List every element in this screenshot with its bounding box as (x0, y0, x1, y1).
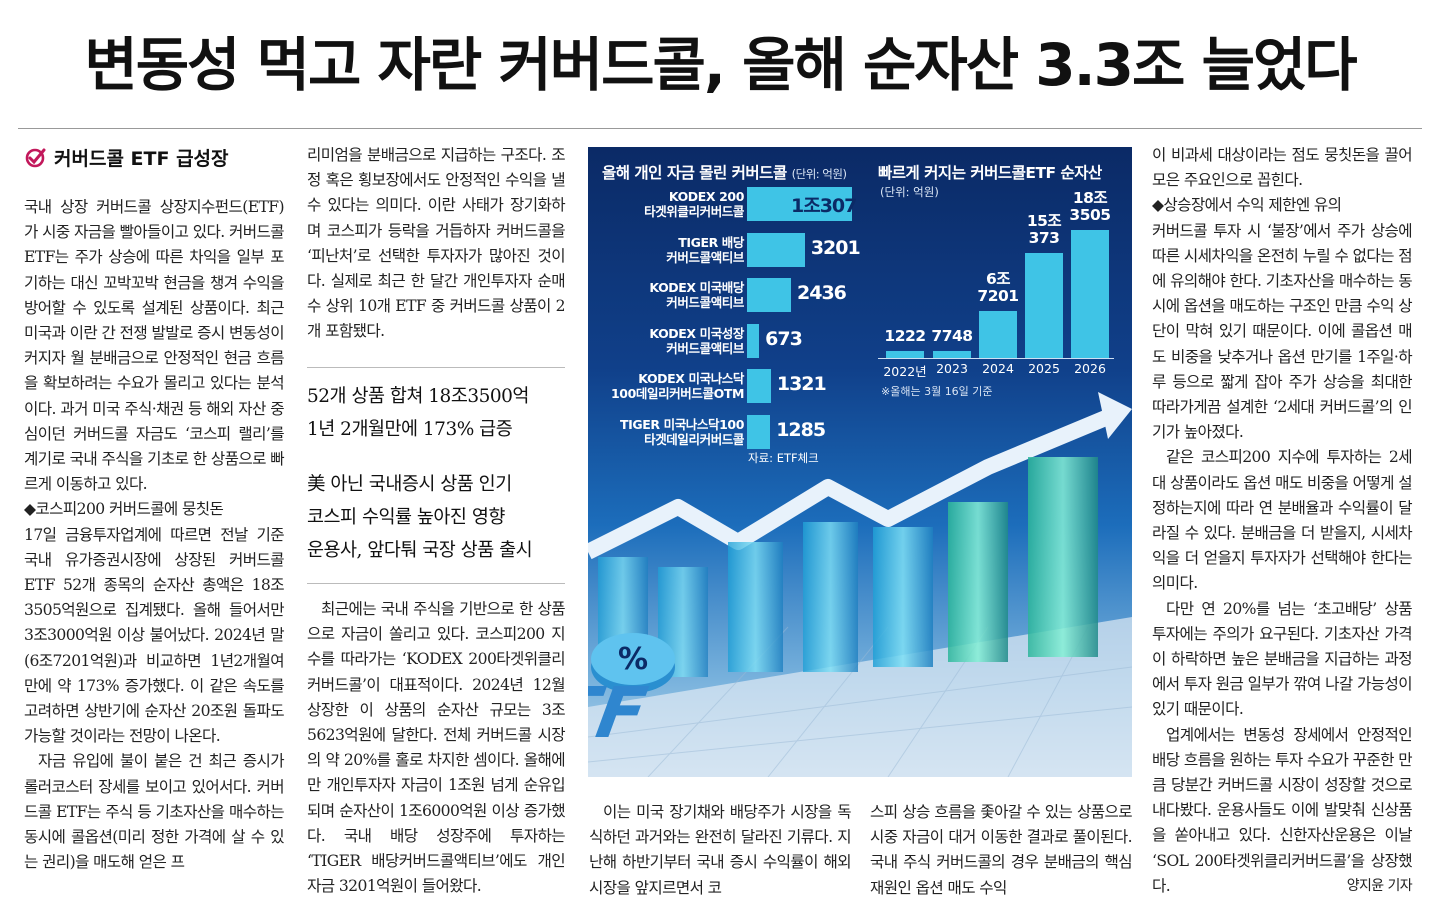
bar-category-label: KODEX 미국성장 커버드콜액티브 (649, 325, 744, 356)
chart-1-unit: (단위: 억원) (791, 167, 847, 181)
chart-2-unit: (단위: 억원) (880, 185, 939, 199)
axis-tick-label: 2026 (1074, 361, 1106, 376)
article-column-2: 리미엄을 분배금으로 지급하는 구조다. 조정 혹은 횡보장에서도 안정적인 수… (307, 143, 566, 345)
article-column-1: 국내 상장 커버드콜 상장지수펀드(ETF)가 시중 자금을 빨아들이고 있다.… (24, 195, 285, 875)
article-column-2-bottom: 최근에는 국내 주식을 기반으로 한 상품으로 자금이 쏠리고 있다. 코스피2… (307, 597, 566, 899)
bar (886, 351, 924, 358)
page-edge-scrollbar[interactable] (1428, 0, 1440, 916)
subheadline-line: 운용사, 앞다퉈 국장 상품 출시 (307, 540, 533, 561)
chart-1-title: 올해 개인 자금 몰린 커버드콜 (단위: 억원) (602, 161, 847, 183)
subheadline-line: 美 아닌 국내증시 상품 인기 (307, 474, 512, 495)
bar-value-label: 673 (765, 327, 803, 350)
bar-value-label: 18조 3505 (1069, 189, 1111, 224)
bar-category-label: KODEX 200 타겟위클리커버드콜 (644, 189, 744, 219)
paragraph-text: 업계에서는 변동성 장세에서 안정적인 배당 흐름을 원하는 투자 수요가 꾸준… (1152, 725, 1413, 895)
chart-2-title: 빠르게 커지는 커버드콜ETF 순자산 (878, 164, 1102, 182)
paragraph: 같은 코스피200 지수에 투자하는 2세대 상품이라도 옵션 매도 비중을 어… (1152, 448, 1413, 593)
paragraph: 리미엄을 분배금으로 지급하는 구조다. 조정 혹은 횡보장에서도 안정적인 수… (307, 146, 566, 341)
axis-tick-label: 2023 (936, 361, 968, 376)
bar-value-label: 1321 (776, 373, 827, 395)
subheadline-2: 美 아닌 국내증시 상품 인기 코스피 수익률 높아진 영향 운용사, 앞다퉈 … (307, 468, 533, 567)
infographic: % ETF 올해 개인 자금 몰린 커버드콜 (단위: 억원) 빠르게 커지는 … (588, 147, 1132, 777)
bar-value-label: 6조 7201 (977, 270, 1019, 306)
bar-category-label: KODEX 미국배당 커버드콜액티브 (649, 280, 744, 310)
subsection-heading: ◆코스피200 커버드콜에 뭉칫돈 (24, 500, 224, 519)
article-column-5: 이 비과세 대상이라는 점도 뭉칫돈을 끌어모은 주요인으로 꼽힌다. ◆상승장… (1152, 143, 1413, 899)
paragraph: 다만 연 20%를 넘는 ‘초고배당’ 상품 투자에는 주의가 요구된다. 기초… (1152, 599, 1413, 719)
subheadline-1: 52개 상품 합쳐 18조3500억 1년 2개월만에 173% 급증 (307, 380, 529, 446)
paragraph: 17일 금융투자업계에 따르면 전날 기준 국내 유가증권시장에 상장된 커버드… (24, 525, 285, 746)
bar (747, 369, 771, 403)
bar-value-label: 1조307 (791, 195, 857, 217)
subhead-divider (307, 583, 565, 584)
top-divider (18, 128, 1422, 129)
chart-2-baseline (878, 358, 1114, 359)
bar (933, 351, 971, 358)
bar (747, 187, 852, 221)
bar-category-label: TIGER 배당 커버드콜액티브 (666, 234, 744, 265)
byline: 양지윤 기자 (1346, 877, 1413, 894)
paragraph: 커버드콜 투자 시 ‘불장’에서 주가 상승에 따른 시세차익을 온전히 누릴 … (1152, 221, 1413, 442)
bar (1025, 253, 1063, 358)
subsection-heading: ◆상승장에서 수익 제한엔 유의 (1152, 196, 1342, 215)
bar (979, 311, 1017, 358)
chart-source: 자료: ETF체크 (748, 451, 819, 465)
subhead-divider (307, 367, 565, 368)
bar-value-label: 1222 (884, 327, 926, 345)
paragraph: 자금 유입에 불이 붙은 건 최근 증시가 롤러코스터 장세를 보이고 있어서다… (24, 752, 285, 872)
bar-category-label: KODEX 미국나스닥 100데일리커버드콜OTM (611, 371, 744, 401)
paragraph: 최근에는 국내 주식을 기반으로 한 상품으로 자금이 쏠리고 있다. 코스피2… (307, 600, 566, 896)
article-column-4: 스피 상승 흐름을 좇아갈 수 있는 상품으로 시중 자금이 대거 이동한 결과… (870, 800, 1133, 901)
section-title-text: 커버드콜 ETF 급성장 (54, 148, 229, 170)
axis-tick-label: 2024 (982, 361, 1014, 376)
article-column-3: 이는 미국 장기채와 배당주가 시장을 독식하던 과거와는 완전히 달라진 기류… (589, 800, 852, 901)
axis-tick-label: 2022년 (883, 364, 927, 379)
paragraph: 국내 상장 커버드콜 상장지수펀드(ETF)가 시중 자금을 빨아들이고 있다.… (24, 198, 285, 494)
chart-1-title-text: 올해 개인 자금 몰린 커버드콜 (602, 164, 787, 182)
check-icon (25, 148, 46, 167)
subheadline-line: 코스피 수익률 높아진 영향 (307, 507, 505, 528)
subheadline-line: 1년 2개월만에 173% 급증 (307, 419, 513, 440)
headline: 변동성 먹고 자란 커버드콜, 올해 순자산 3.3조 늘었다 (84, 31, 1357, 99)
bar (747, 232, 805, 267)
bar-value-label: 7748 (931, 327, 973, 345)
background-art: % ETF (588, 392, 1132, 777)
chart-2-note: ※올해는 3월 16일 기준 (881, 385, 993, 398)
section-title: 커버드콜 ETF 급성장 (24, 144, 229, 171)
bar-value-label: 3201 (810, 236, 861, 259)
bar (747, 323, 760, 358)
bar-value-label: 2436 (797, 282, 847, 304)
paragraph: 스피 상승 흐름을 좇아갈 수 있는 상품으로 시중 자금이 대거 이동한 결과… (870, 803, 1133, 897)
bar (747, 414, 771, 449)
svg-text:%: % (618, 642, 648, 677)
bar (1071, 230, 1109, 358)
bar-value-label: 1285 (776, 418, 826, 441)
paragraph: 이는 미국 장기채와 배당주가 시장을 독식하던 과거와는 완전히 달라진 기류… (589, 803, 852, 897)
paragraph: 이 비과세 대상이라는 점도 뭉칫돈을 끌어모은 주요인으로 꼽힌다. (1152, 146, 1413, 190)
subheadline-line: 52개 상품 합쳐 18조3500억 (307, 386, 529, 407)
paragraph: 업계에서는 변동성 장세에서 안정적인 배당 흐름을 원하는 투자 수요가 꾸준… (1152, 723, 1413, 899)
bar-value-label: 15조 373 (1026, 212, 1062, 248)
axis-tick-label: 2025 (1028, 361, 1060, 376)
bar (747, 278, 791, 312)
bar-category-label: TIGER 미국나스닥100 타겟데일리커버드콜 (620, 416, 744, 447)
